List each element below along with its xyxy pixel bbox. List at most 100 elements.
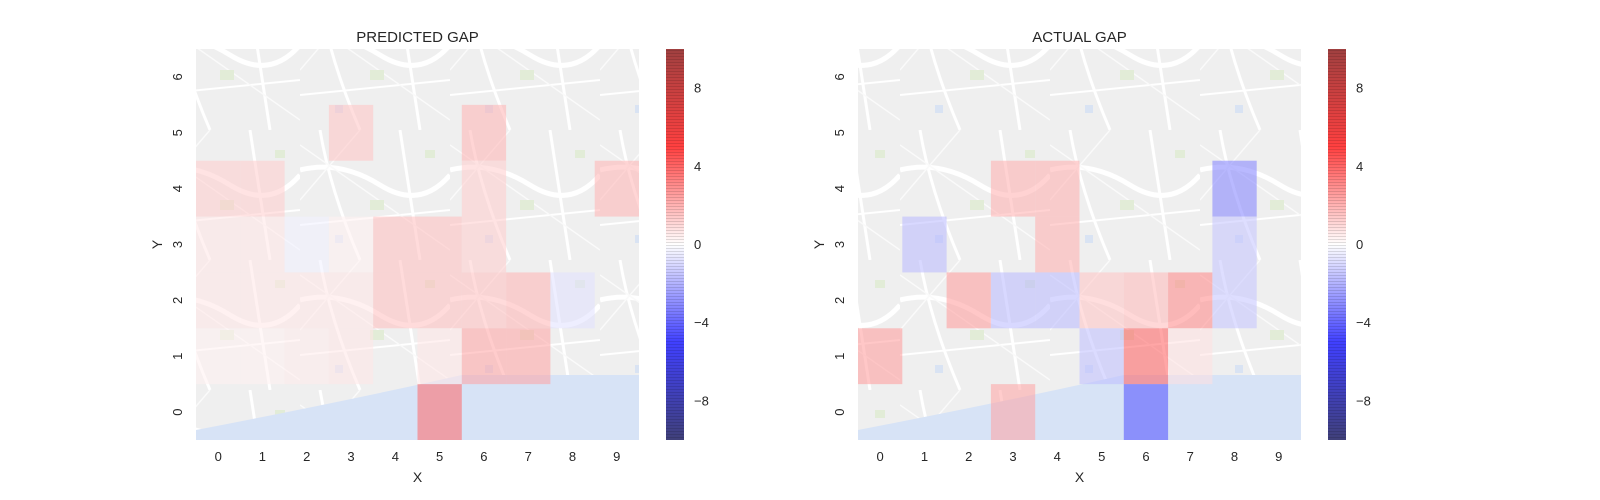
y-tick-label: 2: [832, 297, 847, 304]
heatmap-cell: [196, 160, 241, 217]
heatmap-cell: [1168, 272, 1213, 329]
y-tick-label: 1: [170, 353, 185, 360]
heatmap-cell: [1212, 272, 1257, 329]
y-tick-label: 6: [832, 73, 847, 80]
heatmap-cell: [373, 272, 418, 329]
heatmap-cell: [1212, 160, 1257, 217]
heatmap-cell: [1212, 216, 1257, 273]
heatmap-cell: [990, 160, 1036, 217]
heatmap-cell: [594, 160, 639, 217]
heatmap-cell: [461, 272, 507, 329]
y-tick-label: 4: [832, 185, 847, 192]
heatmap-cell: [550, 272, 595, 329]
heatmap-cell: [417, 272, 462, 329]
y-tick-label: 1: [832, 353, 847, 360]
colorbar-tick-label: 4: [694, 159, 701, 174]
heatmap-cell: [1168, 328, 1213, 385]
x-tick-label: 9: [1275, 449, 1282, 464]
heatmap-cell: [240, 160, 285, 217]
heatmap-cell: [1035, 216, 1080, 273]
x-tick-label: 7: [525, 449, 532, 464]
heatmap-cell: [990, 272, 1036, 329]
x-tick-label: 1: [921, 449, 928, 464]
heatmap-cell: [461, 104, 507, 161]
heatmap-cell: [1035, 272, 1080, 329]
river-shape: [858, 375, 1301, 440]
colorbar-tick-label: −4: [694, 315, 709, 330]
colorbar-tick-label: −4: [1356, 315, 1371, 330]
heatmap-cell: [284, 216, 329, 273]
x-tick-label: 4: [1054, 449, 1061, 464]
heatmap-cell: [1079, 328, 1124, 385]
heatmap-cell: [461, 160, 507, 217]
x-tick-label: 3: [1009, 449, 1016, 464]
x-tick-label: 0: [215, 449, 222, 464]
colorbar-tick-label: 8: [694, 81, 701, 96]
x-tick-label: 2: [303, 449, 310, 464]
x-tick-label: 3: [347, 449, 354, 464]
heatmap-panel-2: ACTUAL GAP 0 1 2 3 4 5 6 7 8 9 X 0 1 2 3 4 5 6 Y −8 −4 0 4 8: [811, 29, 1371, 485]
x-axis-label: X: [413, 469, 423, 485]
y-tick-label: 4: [170, 185, 185, 192]
colorbar-tick-label: 8: [1356, 81, 1363, 96]
x-tick-label: 1: [259, 449, 266, 464]
x-tick-label: 2: [965, 449, 972, 464]
heatmap-cell: [990, 384, 1036, 440]
colorbar-banding: [666, 49, 684, 440]
heatmap-cell: [373, 216, 418, 273]
y-tick-label: 3: [170, 241, 185, 248]
chart-title: ACTUAL GAP: [1032, 29, 1126, 46]
x-axis-label: X: [1075, 469, 1085, 485]
y-tick-label: 0: [170, 408, 185, 415]
heatmap-cell: [1123, 272, 1169, 329]
x-tick-label: 7: [1187, 449, 1194, 464]
heatmap-cell: [240, 328, 285, 385]
x-tick-label: 9: [613, 449, 620, 464]
heatmap-cell: [858, 328, 903, 385]
colorbar-tick-label: −8: [1356, 393, 1371, 408]
y-tick-label: 3: [832, 241, 847, 248]
colorbar-banding: [1328, 49, 1346, 440]
heatmap-cell: [196, 328, 241, 385]
x-tick-label: 8: [1231, 449, 1238, 464]
heatmap-cell: [417, 328, 462, 385]
heatmap-cell: [284, 272, 329, 329]
y-tick-label: 2: [170, 297, 185, 304]
x-tick-label: 6: [1142, 449, 1149, 464]
x-tick-label: 5: [436, 449, 443, 464]
heatmap-cell: [328, 328, 374, 385]
heatmap-cell: [240, 272, 285, 329]
y-tick-label: 5: [832, 129, 847, 136]
chart-title: PREDICTED GAP: [356, 29, 479, 46]
y-axis-label: Y: [811, 239, 827, 249]
colorbar-tick-label: 0: [1356, 237, 1363, 252]
y-tick-label: 5: [170, 129, 185, 136]
heatmap-cell: [240, 216, 285, 273]
colorbar-tick-label: 0: [694, 237, 701, 252]
heatmap-cell: [506, 272, 551, 329]
heatmap-panel-1: PREDICTED GAP 0 1 2 3 4 5 6 7 8 9 X 0 1 2 3 4 5 6 Y −8 −4 0 4 8: [149, 29, 709, 485]
x-tick-label: 6: [480, 449, 487, 464]
heatmap-cell: [1123, 328, 1169, 385]
heatmap-cell: [461, 328, 507, 385]
heatmap-cell: [1079, 272, 1124, 329]
heatmap-cell: [196, 272, 241, 329]
heatmap-cell: [328, 216, 374, 273]
heatmap-cell: [417, 216, 462, 273]
y-tick-label: 6: [170, 73, 185, 80]
heatmap-cell: [506, 328, 551, 385]
colorbar-tick-label: −8: [694, 393, 709, 408]
heatmap-cell: [328, 272, 374, 329]
x-tick-label: 8: [569, 449, 576, 464]
heatmap-cell: [1035, 160, 1080, 217]
colorbar-tick-label: 4: [1356, 159, 1363, 174]
x-tick-label: 4: [392, 449, 399, 464]
heatmap-cell: [902, 216, 947, 273]
heatmap-cell: [461, 216, 507, 273]
heatmap-cell: [1123, 384, 1169, 440]
heatmap-cell: [328, 104, 374, 161]
x-tick-label: 0: [876, 449, 883, 464]
heatmap-cell: [284, 328, 329, 385]
